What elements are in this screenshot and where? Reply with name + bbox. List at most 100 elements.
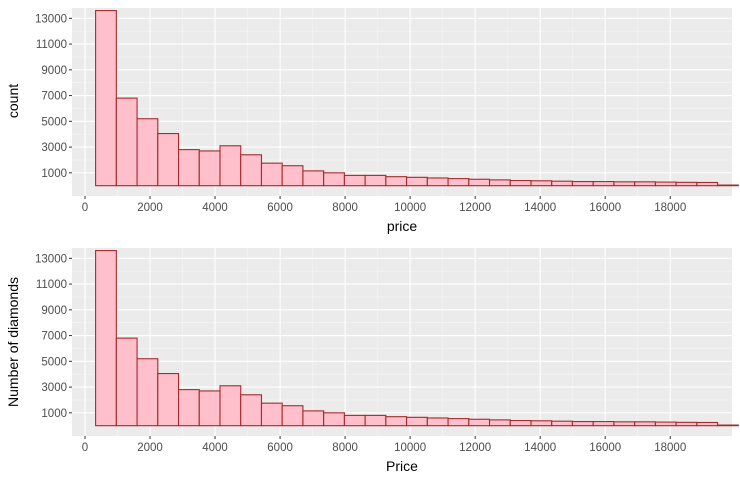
x-axis-title: price bbox=[387, 218, 418, 234]
histogram-bar bbox=[343, 174, 366, 187]
histogram-bar bbox=[136, 358, 159, 427]
histogram-bar bbox=[219, 385, 242, 427]
histogram-bar bbox=[323, 412, 345, 427]
y-tick-label: 11000 bbox=[36, 279, 67, 291]
histogram-bar bbox=[509, 179, 532, 187]
x-tick-label: 10000 bbox=[394, 202, 426, 214]
x-tick-label: 2000 bbox=[137, 202, 163, 214]
histogram-bar bbox=[343, 414, 366, 427]
x-axis-title: Price bbox=[386, 458, 418, 474]
y-tick-label: 1000 bbox=[41, 168, 67, 180]
histogram-bar bbox=[302, 410, 325, 427]
histogram-bar bbox=[281, 165, 304, 187]
histogram-bar bbox=[198, 390, 221, 427]
histogram-bar bbox=[406, 416, 428, 427]
x-tick-label: 14000 bbox=[524, 202, 556, 214]
x-tick-label: 16000 bbox=[589, 442, 621, 454]
histogram-bars bbox=[95, 250, 739, 427]
histogram-bar bbox=[385, 416, 408, 427]
histogram-bar bbox=[468, 418, 491, 427]
x-tick-label: 0 bbox=[82, 442, 88, 454]
histogram-bar bbox=[426, 417, 449, 427]
y-tick-label: 3000 bbox=[41, 382, 67, 394]
x-tick-label: 8000 bbox=[332, 442, 358, 454]
x-tick-label: 14000 bbox=[524, 442, 556, 454]
gridlines bbox=[72, 8, 732, 196]
histogram-bar bbox=[302, 170, 325, 187]
y-axis-title: count bbox=[5, 84, 21, 118]
x-tick-label: 8000 bbox=[332, 202, 358, 214]
x-axis: 0 2000 4000 6000 8000 10000 12000 14000 16000 180… bbox=[82, 436, 686, 454]
histogram-bars bbox=[95, 10, 739, 187]
histogram-bar bbox=[406, 176, 428, 187]
x-tick-label: 10000 bbox=[394, 442, 426, 454]
x-tick-label: 18000 bbox=[654, 202, 686, 214]
y-tick-label: 3000 bbox=[41, 142, 67, 154]
histogram-bar bbox=[323, 172, 345, 187]
histogram-bar bbox=[634, 421, 656, 427]
y-tick-label: 7000 bbox=[41, 331, 67, 343]
histogram-bar bbox=[364, 414, 387, 427]
histogram-bar bbox=[571, 421, 594, 427]
y-tick-label: 5000 bbox=[41, 356, 67, 368]
histogram-panel-price-count: 0 2000 4000 6000 8000 10000 12000 14000 16000 180… bbox=[5, 8, 739, 234]
histogram-bar bbox=[571, 181, 594, 187]
histogram-bar bbox=[198, 150, 221, 187]
histogram-bar bbox=[717, 184, 739, 187]
histogram-bar bbox=[654, 181, 677, 187]
histogram-bar bbox=[240, 154, 263, 187]
histogram-bar bbox=[157, 132, 180, 187]
x-tick-label: 4000 bbox=[202, 202, 228, 214]
histogram-bar bbox=[696, 181, 719, 187]
y-axis: 1000 3000 5000 7000 9000 11000 13000 bbox=[35, 13, 72, 180]
histogram-bar bbox=[157, 372, 180, 427]
histogram-bar bbox=[447, 178, 470, 187]
histogram-bar bbox=[447, 418, 470, 427]
histogram-bar bbox=[488, 419, 511, 427]
histogram-bar bbox=[426, 177, 449, 187]
histogram-bar bbox=[219, 145, 242, 187]
histogram-bar bbox=[717, 424, 739, 427]
histogram-bar bbox=[592, 421, 615, 427]
histogram-bar bbox=[592, 181, 615, 187]
y-axis: 1000 3000 5000 7000 9000 11000 13000 bbox=[35, 253, 72, 420]
x-tick-label: 0 bbox=[82, 202, 88, 214]
y-tick-label: 9000 bbox=[41, 305, 67, 317]
histogram-bar bbox=[530, 420, 553, 427]
x-tick-label: 4000 bbox=[202, 442, 228, 454]
x-tick-label: 12000 bbox=[459, 442, 491, 454]
x-tick-label: 18000 bbox=[654, 442, 686, 454]
x-tick-label: 12000 bbox=[459, 202, 491, 214]
histogram-bar bbox=[675, 181, 698, 187]
histogram-bar bbox=[509, 419, 532, 427]
histogram-bar bbox=[675, 421, 698, 427]
x-tick-label: 6000 bbox=[267, 442, 293, 454]
histogram-bar bbox=[385, 176, 408, 187]
histogram-bar bbox=[177, 389, 200, 427]
histogram-bar bbox=[177, 149, 200, 187]
histogram-bar bbox=[260, 402, 283, 427]
histogram-bar bbox=[488, 179, 511, 187]
histogram-bar bbox=[696, 421, 719, 427]
histogram-bar bbox=[551, 420, 574, 427]
histogram-bar bbox=[281, 405, 304, 427]
x-tick-label: 6000 bbox=[267, 202, 293, 214]
y-tick-label: 11000 bbox=[36, 39, 67, 51]
histogram-bar bbox=[634, 181, 656, 187]
histogram-bar bbox=[95, 250, 117, 427]
y-axis-title: Number of diamonds bbox=[5, 277, 21, 407]
histogram-bar bbox=[115, 97, 138, 187]
y-tick-label: 13000 bbox=[35, 13, 67, 25]
histogram-bar bbox=[551, 180, 574, 187]
histogram-bar bbox=[613, 421, 636, 427]
histogram-bar bbox=[136, 118, 159, 187]
x-tick-label: 16000 bbox=[589, 202, 621, 214]
y-tick-label: 5000 bbox=[41, 116, 67, 128]
histogram-panel-number-of-diamonds: 0 2000 4000 6000 8000 10000 12000 14000 16000 180… bbox=[5, 248, 739, 474]
histogram-bar bbox=[654, 421, 677, 427]
histogram-bar bbox=[364, 174, 387, 187]
x-axis: 0 2000 4000 6000 8000 10000 12000 14000 16000 180… bbox=[82, 196, 686, 214]
y-tick-label: 7000 bbox=[41, 91, 67, 103]
y-tick-label: 13000 bbox=[35, 253, 67, 265]
histogram-bar bbox=[260, 162, 283, 187]
